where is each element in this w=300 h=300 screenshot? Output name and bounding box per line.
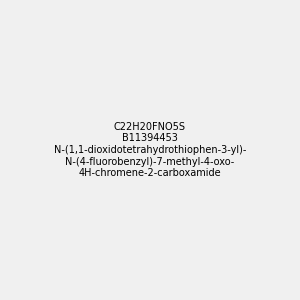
Text: C22H20FNO5S
B11394453
N-(1,1-dioxidotetrahydrothiophen-3-yl)-
N-(4-fluorobenzyl): C22H20FNO5S B11394453 N-(1,1-dioxidotetr…: [54, 122, 246, 178]
